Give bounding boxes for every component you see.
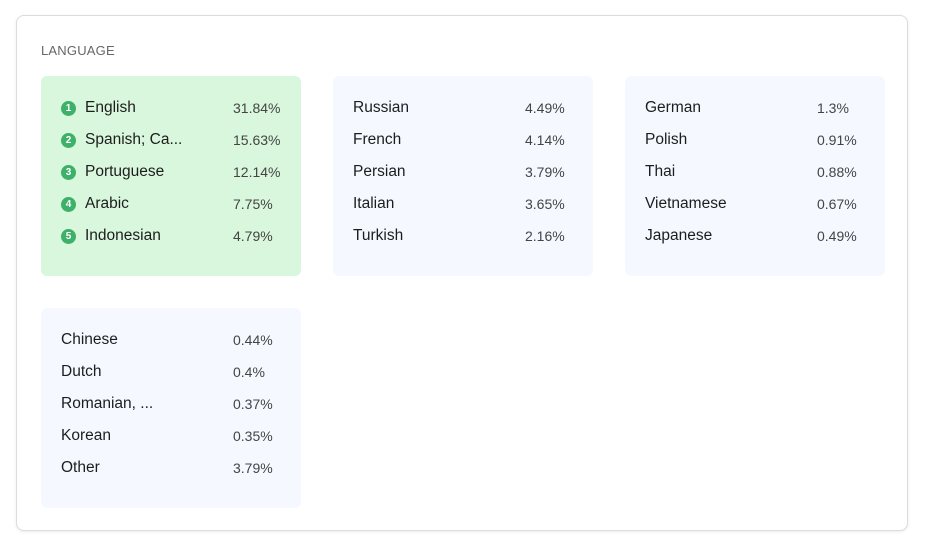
language-percent: 4.79% [233, 228, 273, 244]
language-percent: 0.88% [817, 164, 857, 180]
language-name: Persian [353, 163, 406, 180]
language-name: Italian [353, 195, 395, 212]
language-row: Korean 0.35% [61, 424, 301, 448]
language-row: Chinese 0.44% [61, 328, 301, 352]
language-percent: 4.14% [525, 132, 565, 148]
language-row: 5 Indonesian 4.79% [61, 224, 301, 248]
language-name: Romanian, ... [61, 395, 154, 412]
language-percent: 0.4% [233, 364, 265, 380]
language-name: English [85, 99, 136, 116]
language-row: 2 Spanish; Ca... 15.63% [61, 128, 301, 152]
language-name: Other [61, 459, 100, 476]
language-row: Italian 3.65% [353, 192, 593, 216]
language-percent: 12.14% [233, 164, 281, 180]
language-percent: 1.3% [817, 100, 849, 116]
rank-badge: 1 [61, 100, 76, 116]
language-name: Indonesian [85, 227, 161, 244]
language-name: Spanish; Ca... [85, 131, 183, 148]
language-row: Russian 4.49% [353, 96, 593, 120]
section-title: LANGUAGE [41, 43, 115, 58]
language-group: Russian 4.49% French 4.14% Persian 3.79%… [333, 76, 593, 276]
language-group-top: 1 English 31.84% 2 Spanish; Ca... 15.63%… [41, 76, 301, 276]
language-row: 3 Portuguese 12.14% [61, 160, 301, 184]
language-name: German [645, 99, 701, 116]
language-percent: 3.79% [525, 164, 565, 180]
language-row: Vietnamese 0.67% [645, 192, 885, 216]
language-row: Other 3.79% [61, 456, 301, 480]
language-percent: 0.35% [233, 428, 273, 444]
language-percent: 15.63% [233, 132, 281, 148]
language-name: Polish [645, 131, 688, 148]
language-name: Chinese [61, 331, 118, 348]
language-percent: 2.16% [525, 228, 565, 244]
language-name: Turkish [353, 227, 404, 244]
language-percent: 31.84% [233, 100, 281, 116]
language-row: 4 Arabic 7.75% [61, 192, 301, 216]
language-row: 1 English 31.84% [61, 96, 301, 120]
language-row: Persian 3.79% [353, 160, 593, 184]
language-percent: 0.44% [233, 332, 273, 348]
language-name: Thai [645, 163, 676, 180]
language-row: French 4.14% [353, 128, 593, 152]
language-row: Dutch 0.4% [61, 360, 301, 384]
language-percent: 0.91% [817, 132, 857, 148]
language-percent: 0.37% [233, 396, 273, 412]
language-row: Japanese 0.49% [645, 224, 885, 248]
rank-badge: 4 [61, 196, 76, 212]
language-percent: 0.67% [817, 196, 857, 212]
language-row: Polish 0.91% [645, 128, 885, 152]
language-row: Thai 0.88% [645, 160, 885, 184]
language-name: Japanese [645, 227, 713, 244]
language-name: Portuguese [85, 163, 165, 180]
language-row: Romanian, ... 0.37% [61, 392, 301, 416]
language-name: Vietnamese [645, 195, 727, 212]
rank-badge: 5 [61, 228, 76, 244]
language-name: Dutch [61, 363, 102, 380]
language-group: Chinese 0.44% Dutch 0.4% Romanian, ... 0… [41, 308, 301, 508]
language-group: German 1.3% Polish 0.91% Thai 0.88% Viet… [625, 76, 885, 276]
language-percent: 7.75% [233, 196, 273, 212]
rank-badge: 2 [61, 132, 76, 148]
language-name: Arabic [85, 195, 129, 212]
language-percent: 3.65% [525, 196, 565, 212]
language-percent: 3.79% [233, 460, 273, 476]
rank-badge: 3 [61, 164, 76, 180]
language-name: Russian [353, 99, 409, 116]
language-row: German 1.3% [645, 96, 885, 120]
language-card: LANGUAGE 1 English 31.84% 2 Spanish; Ca.… [16, 15, 908, 531]
language-name: Korean [61, 427, 111, 444]
language-percent: 0.49% [817, 228, 857, 244]
language-percent: 4.49% [525, 100, 565, 116]
language-name: French [353, 131, 402, 148]
language-row: Turkish 2.16% [353, 224, 593, 248]
